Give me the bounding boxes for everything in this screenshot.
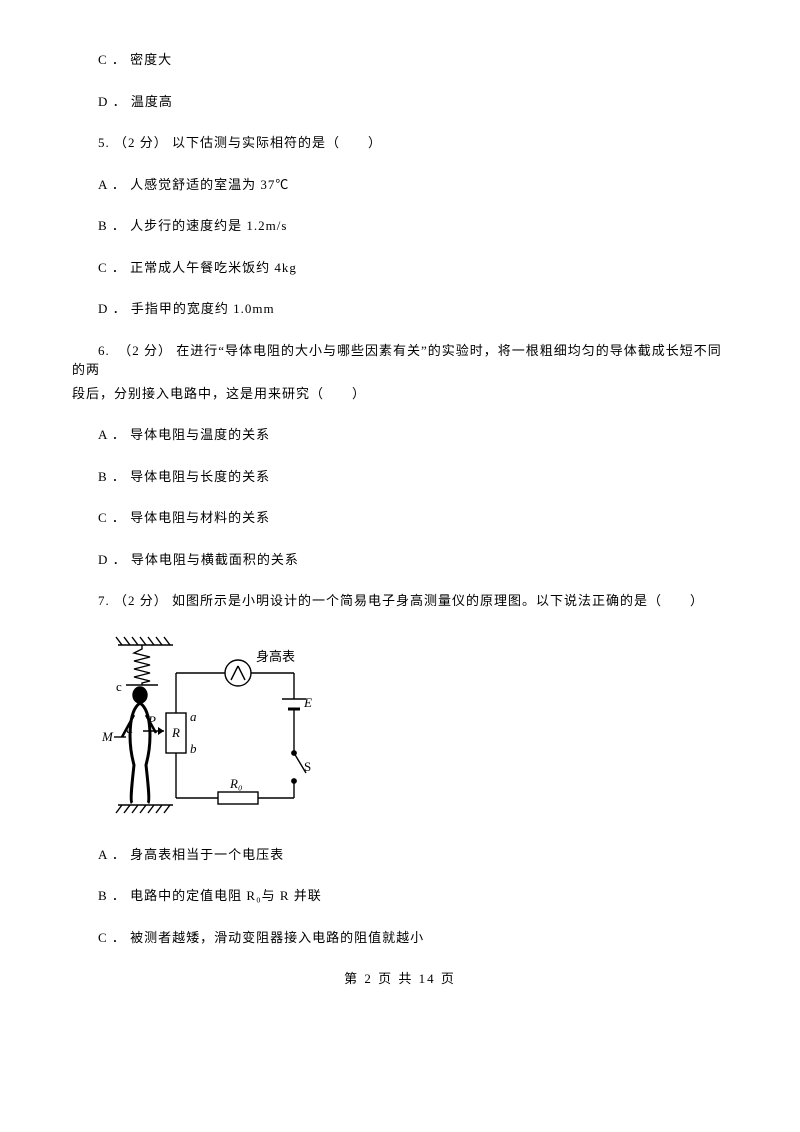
question-number: 7. <box>98 593 110 608</box>
option-text: 人步行的速度约是 1.2m/s <box>130 218 287 233</box>
svg-text:a: a <box>190 709 197 724</box>
option-label: A ． <box>98 427 126 442</box>
question-text-2: 段后，分别接入电路中，这是用来研究（ ） <box>72 386 366 401</box>
question-points: （2 分） <box>118 343 172 358</box>
q6-stem-line1: 6. （2 分） 在进行“导体电阻的大小与哪些因素有关”的实验时，将一根粗细均匀… <box>72 341 728 380</box>
svg-text:b: b <box>190 741 197 756</box>
q7-option-a: A ． 身高表相当于一个电压表 <box>72 845 728 865</box>
option-text: 手指甲的宽度约 1.0mm <box>131 301 275 316</box>
option-text: 温度高 <box>131 94 173 109</box>
q6-stem-line2: 段后，分别接入电路中，这是用来研究（ ） <box>72 384 728 404</box>
option-label: A ． <box>98 847 126 862</box>
question-text: 以下估测与实际相符的是（ ） <box>172 135 382 150</box>
option-label: D ． <box>98 94 127 109</box>
q6-option-a: A ． 导体电阻与温度的关系 <box>72 425 728 445</box>
option-text: 密度大 <box>130 52 172 67</box>
option-text: 身高表相当于一个电压表 <box>130 847 284 862</box>
option-label: B ． <box>98 218 126 233</box>
q5-option-b: B ． 人步行的速度约是 1.2m/s <box>72 216 728 236</box>
question-points: （2 分） <box>114 135 168 150</box>
option-text: 导体电阻与长度的关系 <box>130 469 270 484</box>
option-label: C ． <box>98 930 126 945</box>
q7-option-c: C ． 被测者越矮，滑动变阻器接入电路的阻值就越小 <box>72 928 728 948</box>
q6-option-b: B ． 导体电阻与长度的关系 <box>72 467 728 487</box>
svg-text:c: c <box>116 679 122 694</box>
question-number: 6. <box>98 343 110 358</box>
option-text: 电路中的定值电阻 R₀与 R 并联 <box>130 888 322 903</box>
svg-text:E: E <box>303 695 312 710</box>
option-label: B ． <box>98 888 126 903</box>
label-height-meter: 身高表 <box>256 649 295 664</box>
option-text: 正常成人午餐吃米饭约 4kg <box>130 260 297 275</box>
option-label: D ． <box>98 301 127 316</box>
q6-option-d: D ． 导体电阻与横截面积的关系 <box>72 550 728 570</box>
question-number: 5. <box>98 135 110 150</box>
circuit-diagram-svg: c M d P a R b 身高表 <box>98 633 328 823</box>
option-label: A ． <box>98 177 126 192</box>
question-text: 如图所示是小明设计的一个简易电子身高测量仪的原理图。以下说法正确的是（ ） <box>172 593 704 608</box>
option-label: B ． <box>98 469 126 484</box>
option-text: 导体电阻与温度的关系 <box>130 427 270 442</box>
svg-text:d: d <box>126 721 133 736</box>
question-points: （2 分） <box>114 593 168 608</box>
page-footer: 第 2 页 共 14 页 <box>72 969 728 989</box>
q4-option-d: D ． 温度高 <box>72 92 728 112</box>
page-number: 第 2 页 共 14 页 <box>344 971 456 986</box>
svg-text:S: S <box>304 759 311 774</box>
option-label: C ． <box>98 52 126 67</box>
q7-stem: 7. （2 分） 如图所示是小明设计的一个简易电子身高测量仪的原理图。以下说法正… <box>72 591 728 611</box>
option-text: 导体电阻与材料的关系 <box>130 510 270 525</box>
option-text: 人感觉舒适的室温为 37℃ <box>130 177 289 192</box>
option-text: 导体电阻与横截面积的关系 <box>131 552 299 567</box>
option-label: C ． <box>98 260 126 275</box>
option-label: D ． <box>98 552 127 567</box>
svg-text:R: R <box>171 725 180 740</box>
option-text: 被测者越矮，滑动变阻器接入电路的阻值就越小 <box>130 930 424 945</box>
q7-option-b: B ． 电路中的定值电阻 R₀与 R 并联 <box>72 886 728 906</box>
q7-figure: c M d P a R b 身高表 <box>98 633 728 823</box>
q4-option-c: C ． 密度大 <box>72 50 728 70</box>
q5-option-c: C ． 正常成人午餐吃米饭约 4kg <box>72 258 728 278</box>
q5-option-a: A ． 人感觉舒适的室温为 37℃ <box>72 175 728 195</box>
q6-option-c: C ． 导体电阻与材料的关系 <box>72 508 728 528</box>
option-label: C ． <box>98 510 126 525</box>
q5-option-d: D ． 手指甲的宽度约 1.0mm <box>72 299 728 319</box>
svg-text:R₀: R₀ <box>229 776 242 791</box>
svg-text:P: P <box>147 713 156 728</box>
label-M: M <box>101 729 114 744</box>
q5-stem: 5. （2 分） 以下估测与实际相符的是（ ） <box>72 133 728 153</box>
